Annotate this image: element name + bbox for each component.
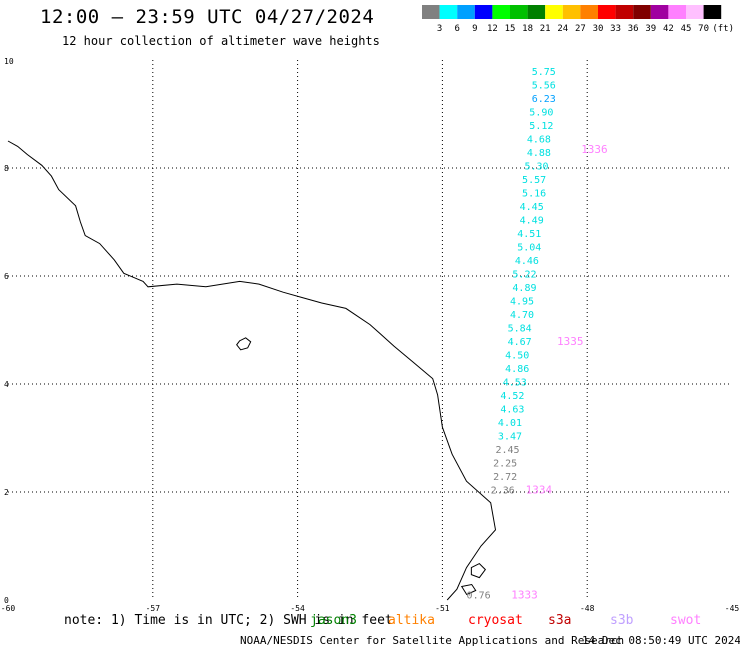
legend-tick-label: 15 — [505, 24, 516, 34]
satellite-s3b: s3b — [610, 613, 634, 628]
wave-height-value: 5.30 — [524, 161, 548, 172]
credit-line: NOAA/NESDIS Center for Satellite Applica… — [240, 634, 625, 647]
legend-tick-label: 21 — [540, 24, 551, 34]
y-tick-label: 4 — [4, 380, 9, 389]
legend-tick-label: 3 — [437, 24, 442, 34]
y-tick-label: 2 — [4, 488, 9, 497]
map-title: 12:00 — 23:59 UTC 04/27/2024 — [40, 6, 375, 28]
map-subtitle: 12 hour collection of altimeter wave hei… — [62, 34, 380, 48]
wave-height-value: 4.49 — [520, 215, 544, 226]
legend-tick-label: 36 — [628, 24, 639, 34]
legend-swatch — [580, 5, 598, 19]
legend-swatch — [492, 5, 510, 19]
wave-height-value: 4.51 — [517, 229, 541, 240]
legend-tick-label: 27 — [575, 24, 586, 34]
legend-tick-label: 70 — [698, 24, 709, 34]
y-tick-label: 10 — [4, 57, 14, 66]
y-tick-label: 0 — [4, 596, 9, 605]
legend-swatch — [598, 5, 616, 19]
legend-swatch — [439, 5, 458, 19]
satellite-cryosat: cryosat — [468, 613, 523, 628]
satellite-swot: swot — [670, 613, 702, 628]
y-tick-label: 8 — [4, 164, 9, 173]
satellite-s3a: s3a — [548, 613, 572, 628]
wave-height-value: 5.57 — [522, 175, 546, 186]
wave-height-value: 4.53 — [503, 377, 527, 388]
pass-number-label: 1334 — [526, 483, 553, 496]
wave-height-value: 4.01 — [498, 418, 522, 429]
legend-swatch — [686, 5, 704, 19]
pass-number-label: 1336 — [581, 143, 608, 156]
legend-swatch — [457, 5, 475, 19]
note-text: note: 1) Time is in UTC; 2) SWH is in fe… — [64, 613, 393, 628]
color-legend: 3 6 9 12 15 18 21 24 27 30 33 36 39 42 45 70 (ft) — [422, 5, 734, 34]
wave-height-value: 4.88 — [527, 148, 551, 159]
x-tick-label: -57 — [146, 604, 161, 612]
x-tick-label: -45 — [725, 604, 740, 612]
wave-height-value: 5.84 — [508, 323, 532, 334]
wave-height-value: 4.68 — [527, 134, 551, 145]
legend-tick-label: 30 — [593, 24, 604, 34]
x-tick-label: -54 — [290, 604, 305, 612]
legend-swatch — [562, 5, 581, 19]
legend-tick-label: 18 — [522, 24, 533, 34]
wave-height-value: 4.46 — [515, 256, 539, 267]
wave-height-value: 4.86 — [505, 364, 529, 375]
coastline — [7, 140, 497, 601]
x-tick-label: -60 — [1, 604, 16, 612]
generated-timestamp: 14 Dec 08:50:49 UTC 2024 — [582, 634, 740, 647]
y-tick-label: 6 — [4, 272, 9, 281]
legend-tick-label: 39 — [645, 24, 656, 34]
legend-swatch — [545, 5, 563, 19]
legend-swatch — [703, 5, 722, 19]
legend-swatch — [474, 5, 493, 19]
wave-height-map: -60 -57 -54 -51 -48 -45 0 2 4 6 8 10 5.75 5.56 6.23 5.9… — [1, 57, 740, 612]
wave-height-value: 6.23 — [532, 94, 556, 105]
wave-height-value: 4.50 — [505, 350, 529, 361]
legend-swatch — [422, 5, 440, 19]
wave-height-value: 5.04 — [517, 242, 541, 253]
legend-tick-label: 12 — [487, 24, 498, 34]
satellite-jason3: jason3 — [310, 613, 357, 628]
wave-height-value: 2.36 — [491, 485, 515, 496]
satellite-altika: altika — [388, 613, 435, 628]
wave-height-value: 0.76 — [467, 591, 491, 602]
wave-height-value: 4.52 — [500, 391, 524, 402]
legend-swatch — [615, 5, 634, 19]
river-delta-outline — [460, 562, 487, 596]
pass-number-label: 1333 — [511, 589, 538, 602]
legend-swatch — [527, 5, 546, 19]
legend-tick-label: 6 — [454, 24, 459, 34]
wave-height-value: 4.95 — [510, 296, 534, 307]
wave-height-value: 5.75 — [532, 67, 556, 78]
legend-swatch — [668, 5, 686, 19]
island-outline — [236, 337, 252, 351]
x-tick-label: -48 — [580, 604, 595, 612]
wave-height-value: 2.45 — [496, 445, 520, 456]
wave-height-value: 4.70 — [510, 310, 534, 321]
legend-unit: (ft) — [712, 24, 734, 34]
wave-height-value: 2.72 — [493, 472, 517, 483]
wave-height-value: 5.16 — [522, 188, 546, 199]
legend-swatch — [633, 5, 651, 19]
legend-tick-label: 24 — [557, 24, 568, 34]
wave-height-value: 3.47 — [498, 431, 522, 442]
wave-height-value: 5.90 — [529, 107, 553, 118]
legend-tick-label: 9 — [472, 24, 477, 34]
wave-height-value: 4.63 — [500, 404, 524, 415]
wave-height-value: 5.12 — [529, 121, 553, 132]
legend-tick-label: 45 — [681, 24, 692, 34]
x-tick-label: -51 — [435, 604, 450, 612]
wave-height-value: 4.45 — [520, 202, 544, 213]
pass-number-label: 1335 — [557, 335, 584, 348]
legend-tick-label: 42 — [663, 24, 674, 34]
legend-swatch — [650, 5, 669, 19]
legend-swatch — [510, 5, 528, 19]
wave-height-value: 5.22 — [512, 269, 536, 280]
wave-height-value: 4.89 — [512, 283, 536, 294]
wave-height-value: 4.67 — [508, 337, 532, 348]
wave-height-value: 5.56 — [532, 80, 556, 91]
legend-tick-label: 33 — [610, 24, 621, 34]
wave-height-value: 2.25 — [493, 458, 517, 469]
